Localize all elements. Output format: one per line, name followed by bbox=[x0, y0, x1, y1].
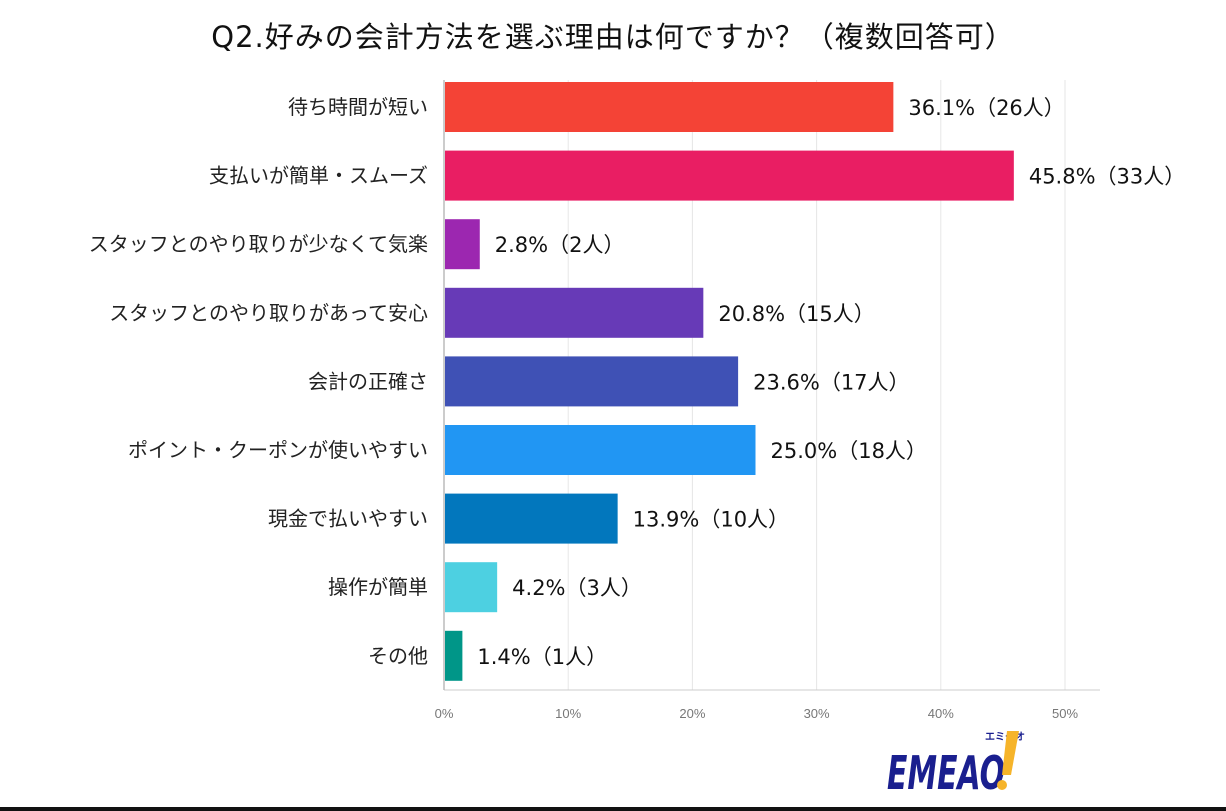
bar bbox=[445, 219, 480, 270]
emeao-logo: エミーオ EMEAO bbox=[887, 731, 1025, 800]
data-label: 36.1%（26人） bbox=[908, 96, 1064, 120]
x-tick-label: 50% bbox=[1052, 706, 1078, 721]
category-label: 支払いが簡単・スムーズ bbox=[209, 164, 428, 188]
x-tick-label: 20% bbox=[679, 706, 705, 721]
data-label: 20.8%（15人） bbox=[718, 302, 874, 326]
bar bbox=[445, 356, 739, 407]
chart-title: Q2.好みの会計方法を選ぶ理由は何ですか？（複数回答可） bbox=[211, 20, 1015, 54]
category-label: 会計の正確さ bbox=[308, 369, 428, 393]
data-label: 23.6%（17人） bbox=[753, 370, 909, 394]
x-tick-label: 40% bbox=[928, 706, 954, 721]
x-tick-label: 10% bbox=[555, 706, 581, 721]
logo-dot-icon bbox=[997, 780, 1007, 790]
bar bbox=[445, 562, 498, 613]
data-label: 1.4%（1人） bbox=[477, 645, 607, 669]
category-label: 現金で払いやすい bbox=[268, 507, 428, 531]
bar bbox=[445, 425, 756, 475]
data-label: 25.0%（18人） bbox=[771, 439, 927, 463]
logo-kana: エミーオ bbox=[985, 731, 1025, 743]
category-label: 操作が簡単 bbox=[328, 575, 428, 599]
category-label: スタッフとのやり取りが少なくて気楽 bbox=[89, 232, 428, 256]
data-label: 4.2%（3人） bbox=[512, 576, 642, 600]
logo-exclamation-icon bbox=[1002, 731, 1019, 775]
bar bbox=[445, 287, 704, 338]
x-tick-label: 0% bbox=[435, 706, 454, 721]
data-label: 45.8%（33人） bbox=[1029, 165, 1185, 189]
category-label: スタッフとのやり取りがあって安心 bbox=[109, 301, 428, 325]
bar bbox=[445, 82, 894, 132]
bar bbox=[445, 493, 618, 544]
data-label: 2.8%（2人） bbox=[495, 233, 625, 257]
data-label: 13.9%（10人） bbox=[633, 508, 789, 532]
category-label: 待ち時間が短い bbox=[288, 95, 428, 119]
bottom-border bbox=[0, 807, 1226, 811]
bar bbox=[445, 150, 1014, 201]
category-label: ポイント・クーポンが使いやすい bbox=[128, 438, 428, 462]
category-label: その他 bbox=[368, 644, 428, 668]
bar bbox=[445, 630, 463, 681]
x-tick-label: 30% bbox=[804, 706, 830, 721]
logo-text: EMEAO bbox=[887, 746, 1005, 800]
